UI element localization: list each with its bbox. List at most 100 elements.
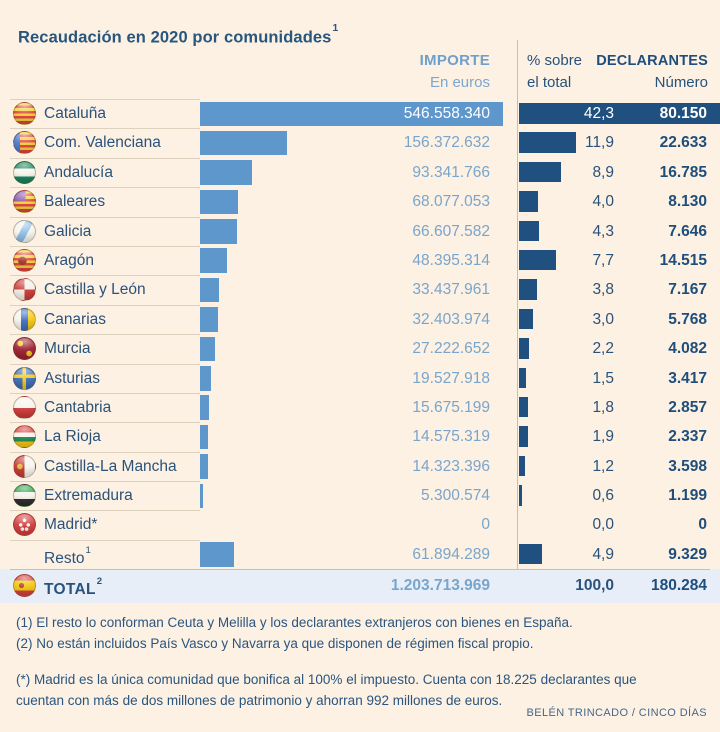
community-label: Murcia: [44, 340, 91, 358]
flag-andalucia-icon: [13, 160, 36, 184]
table-row: Aragón 48.395.314 7,7 14.515: [0, 245, 720, 275]
declarantes-value: 1.199: [668, 487, 707, 505]
community-label: Aragón: [44, 251, 94, 269]
importe-bar: [200, 101, 503, 126]
footnote-1: (1) El resto lo conforman Ceuta y Melill…: [16, 615, 573, 630]
importe-bar: [200, 160, 252, 185]
percent-bar: [519, 103, 720, 124]
table-row: Cataluña 546.558.340 42,3 80.150: [0, 99, 720, 128]
community-label: TOTAL2: [44, 575, 103, 599]
percent-value: 4,0: [592, 193, 614, 211]
page-title: Recaudación en 2020 por comunidades1: [18, 23, 338, 48]
percent-bar: [519, 543, 542, 565]
percent-bar: [519, 308, 533, 330]
community-label: Com. Valenciana: [44, 134, 161, 152]
importe-header-unit: En euros: [429, 74, 490, 91]
importe-value: 32.403.974: [412, 310, 490, 328]
percent-value: 0,6: [592, 487, 614, 505]
community-label: Cantabria: [44, 398, 112, 416]
community-label: Canarias: [44, 310, 107, 328]
table-row: Canarias 32.403.974 3,0 5.768: [0, 304, 720, 334]
percent-value: 1,8: [592, 398, 614, 416]
community-label: Asturias: [44, 369, 100, 387]
importe-bar: [200, 277, 219, 303]
declarantes-value: 4.082: [668, 340, 707, 358]
percent-value: 3,8: [592, 281, 614, 299]
importe-value: 14.323.396: [412, 457, 490, 475]
community-label: Extremadura: [44, 487, 133, 505]
percent-header-line2: el total: [527, 74, 572, 91]
flag-espana-icon: [13, 574, 36, 598]
flag-aragon-icon: [13, 248, 36, 272]
importe-bar: [200, 454, 208, 479]
declarantes-value: 3.417: [668, 369, 707, 387]
flag-la-rioja-icon: [13, 425, 36, 449]
community-label: Madrid*: [44, 516, 98, 534]
percent-bar: [519, 132, 576, 153]
percent-bar: [519, 396, 528, 418]
importe-value: 27.222.652: [412, 340, 490, 358]
importe-bar: [200, 366, 211, 391]
table-row: Castilla y León 33.437.961 3,8 7.167: [0, 275, 720, 304]
declarantes-value: 5.768: [668, 310, 707, 328]
importe-value: 0: [481, 516, 490, 534]
percent-value: 2,2: [592, 340, 614, 358]
declarantes-header-unit: Número: [654, 74, 708, 91]
percent-bar: [519, 367, 526, 389]
footnote-2: (2) No están incluidos País Vasco y Nava…: [16, 635, 534, 651]
declarantes-value: 16.785: [659, 163, 707, 181]
credit-byline: BELÉN TRINCADO / CINCO DÍAS: [526, 707, 707, 719]
importe-value: 1.203.713.969: [390, 577, 490, 595]
importe-value: 33.437.961: [412, 281, 490, 299]
flag-valenciana-icon: [13, 131, 36, 155]
table-row: Murcia 27.222.652 2,2 4.082: [0, 334, 720, 363]
table-row: Andalucía 93.341.766 8,9 16.785: [0, 157, 720, 187]
declarantes-value: 180.284: [650, 577, 707, 595]
flag-cataluna-icon: [13, 102, 36, 125]
importe-header-label: IMPORTE: [419, 52, 490, 69]
percent-value: 4,9: [592, 545, 614, 563]
importe-value: 61.894.289: [412, 545, 490, 563]
importe-value: 156.372.632: [403, 134, 490, 152]
importe-bar: [200, 189, 238, 215]
community-label: Galicia: [44, 222, 92, 240]
importe-value: 5.300.574: [421, 487, 490, 505]
flag-castilla-la-mancha-icon: [13, 454, 36, 478]
importe-bar: [200, 219, 237, 244]
percent-value: 11,9: [584, 134, 614, 152]
community-label: Castilla-La Mancha: [44, 457, 177, 475]
community-label: Baleares: [44, 193, 106, 211]
declarantes-value: 2.337: [668, 428, 707, 446]
community-label: La Rioja: [44, 428, 101, 446]
importe-bar: [200, 336, 215, 362]
community-label: Resto1: [44, 544, 91, 568]
importe-value: 19.527.918: [412, 369, 490, 387]
declarantes-value: 80.150: [659, 105, 707, 122]
importe-value: 66.607.582: [412, 222, 490, 240]
importe-value: 48.395.314: [412, 251, 490, 269]
percent-bar: [519, 249, 556, 271]
declarantes-value: 0: [698, 516, 707, 534]
importe-bar: [200, 424, 208, 450]
percent-value: 100,0: [575, 577, 614, 595]
column-header-importe: IMPORTE En euros: [420, 50, 490, 94]
community-label: Cataluña: [44, 105, 107, 122]
table-row: Madrid* 0 0,0 0: [0, 510, 720, 539]
declarantes-value: 7.167: [668, 281, 707, 299]
flag-baleares-icon: [13, 190, 36, 214]
title-footnote-marker: 1: [332, 23, 339, 35]
footnote-marker: 2: [96, 575, 103, 587]
declarantes-value: 8.130: [668, 193, 707, 211]
importe-value: 15.675.199: [412, 398, 490, 416]
percent-value: 8,9: [592, 163, 614, 181]
flag-asturias-icon: [13, 366, 36, 390]
column-divider-line: [517, 40, 518, 603]
declarantes-value: 2.857: [668, 398, 707, 416]
importe-bar: [200, 542, 234, 567]
percent-bar: [519, 220, 539, 242]
percent-value: 7,7: [592, 251, 614, 269]
percent-value: 1,9: [592, 428, 614, 446]
flag-cantabria-icon: [13, 395, 36, 419]
table-row: Extremadura 5.300.574 0,6 1.199: [0, 481, 720, 510]
